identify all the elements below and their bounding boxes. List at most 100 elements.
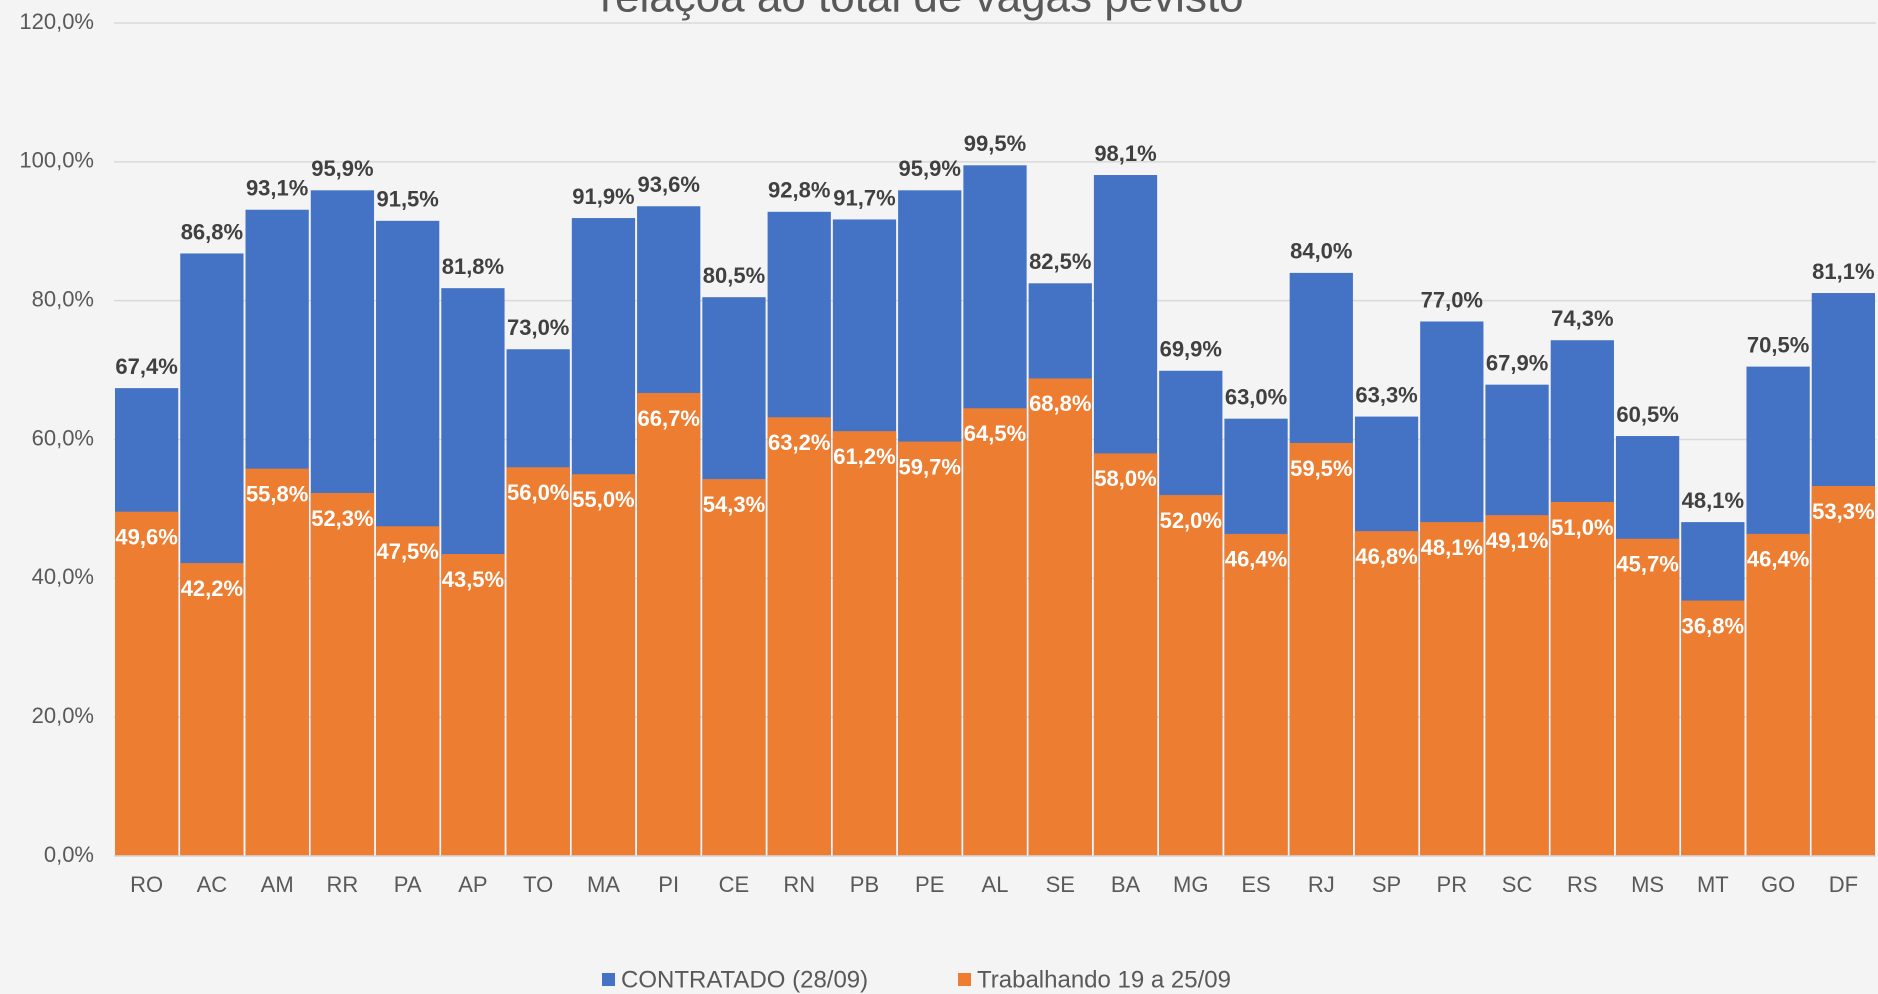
y-tick-label: 0,0% — [44, 842, 94, 867]
legend-label: CONTRATADO (28/09) — [621, 966, 868, 993]
x-tick-label: AM — [261, 872, 294, 897]
data-label: 60,5% — [1616, 402, 1678, 427]
data-label: 63,3% — [1355, 382, 1417, 407]
data-label: 48,1% — [1682, 488, 1744, 513]
data-label: 67,9% — [1486, 350, 1548, 375]
data-label: 80,5% — [703, 263, 765, 288]
bar — [506, 467, 570, 856]
y-tick-label: 80,0% — [32, 286, 94, 311]
legend-swatch — [958, 973, 971, 986]
y-tick-label: 20,0% — [32, 703, 94, 728]
data-label: 70,5% — [1747, 332, 1809, 357]
data-label: 91,7% — [833, 185, 895, 210]
data-label: 58,0% — [1094, 466, 1156, 491]
data-label: 93,1% — [246, 176, 308, 201]
bar — [1028, 378, 1092, 856]
bar — [1093, 453, 1158, 856]
x-tick-label: RN — [783, 872, 815, 897]
data-label: 52,3% — [311, 506, 373, 531]
x-tick-label: RJ — [1308, 872, 1335, 897]
bar — [1550, 501, 1614, 856]
x-tick-label: AC — [197, 872, 228, 897]
data-label: 81,1% — [1812, 259, 1874, 284]
bar — [963, 408, 1027, 856]
x-tick-label: RS — [1567, 872, 1598, 897]
data-label: 98,1% — [1094, 141, 1156, 166]
data-label: 56,0% — [507, 480, 569, 505]
data-label: 48,1% — [1421, 535, 1483, 560]
data-label: 86,8% — [181, 219, 243, 244]
x-tick-label: SP — [1372, 872, 1401, 897]
data-label: 54,3% — [703, 492, 765, 517]
legend-swatch — [602, 973, 615, 986]
data-label: 53,3% — [1812, 499, 1874, 524]
bar — [1681, 600, 1745, 856]
data-label: 73,0% — [507, 315, 569, 340]
data-label: 64,5% — [964, 421, 1026, 446]
chart-title: relaçoa ao total de vagas pevisto — [600, 0, 1243, 22]
x-tick-label: PB — [850, 872, 879, 897]
bar — [1289, 442, 1353, 856]
data-label: 63,0% — [1225, 384, 1287, 409]
x-tick-label: SE — [1046, 872, 1075, 897]
data-label: 91,9% — [572, 184, 634, 209]
data-label: 61,2% — [833, 444, 895, 469]
data-label: 46,4% — [1225, 547, 1287, 572]
x-tick-label: MA — [587, 872, 620, 897]
legend-label: Trabalhando 19 a 25/09 — [977, 966, 1231, 993]
data-label: 59,5% — [1290, 456, 1352, 481]
data-label: 91,5% — [376, 187, 438, 212]
data-label: 77,0% — [1421, 287, 1483, 312]
bar — [1485, 515, 1549, 856]
x-tick-label: BA — [1111, 872, 1141, 897]
bar — [180, 563, 244, 856]
y-tick-label: 120,0% — [19, 9, 94, 34]
bar — [1354, 531, 1419, 856]
bar — [1159, 495, 1223, 856]
x-tick-label: MG — [1173, 872, 1208, 897]
data-label: 47,5% — [376, 539, 438, 564]
data-label: 42,2% — [181, 576, 243, 601]
data-label: 67,4% — [115, 354, 177, 379]
data-label: 68,8% — [1029, 391, 1091, 416]
data-label: 49,1% — [1486, 528, 1548, 553]
data-label: 63,2% — [768, 430, 830, 455]
data-label: 49,6% — [115, 525, 177, 550]
x-tick-label: RO — [130, 872, 163, 897]
x-tick-label: PI — [658, 872, 679, 897]
x-tick-label: PA — [394, 872, 422, 897]
bar — [1746, 533, 1810, 856]
bar — [310, 492, 375, 856]
data-label: 84,0% — [1290, 239, 1352, 264]
data-label: 92,8% — [768, 178, 830, 203]
data-label: 51,0% — [1551, 515, 1613, 540]
x-tick-label: MT — [1697, 872, 1729, 897]
x-tick-label: GO — [1761, 872, 1795, 897]
data-label: 55,0% — [572, 487, 634, 512]
y-tick-label: 100,0% — [19, 148, 94, 173]
data-label: 59,7% — [899, 454, 961, 479]
bar — [1811, 486, 1875, 856]
y-tick-label: 40,0% — [32, 564, 94, 589]
data-label: 95,9% — [899, 156, 961, 181]
x-tick-label: RR — [327, 872, 359, 897]
data-label: 46,8% — [1355, 544, 1417, 569]
bar — [898, 441, 962, 856]
bar — [637, 392, 701, 856]
data-label: 82,5% — [1029, 249, 1091, 274]
data-label: 74,3% — [1551, 306, 1613, 331]
data-label: 52,0% — [1160, 508, 1222, 533]
data-label: 95,9% — [311, 156, 373, 181]
x-tick-label: SC — [1502, 872, 1533, 897]
data-label: 45,7% — [1616, 552, 1678, 577]
x-tick-label: AP — [458, 872, 487, 897]
x-tick-label: PE — [915, 872, 944, 897]
bar — [1420, 522, 1484, 856]
data-label: 66,7% — [638, 406, 700, 431]
x-tick-label: ES — [1241, 872, 1270, 897]
x-tick-label: AL — [982, 872, 1009, 897]
x-tick-label: TO — [523, 872, 553, 897]
data-label: 55,8% — [246, 481, 308, 506]
bar — [441, 554, 505, 856]
